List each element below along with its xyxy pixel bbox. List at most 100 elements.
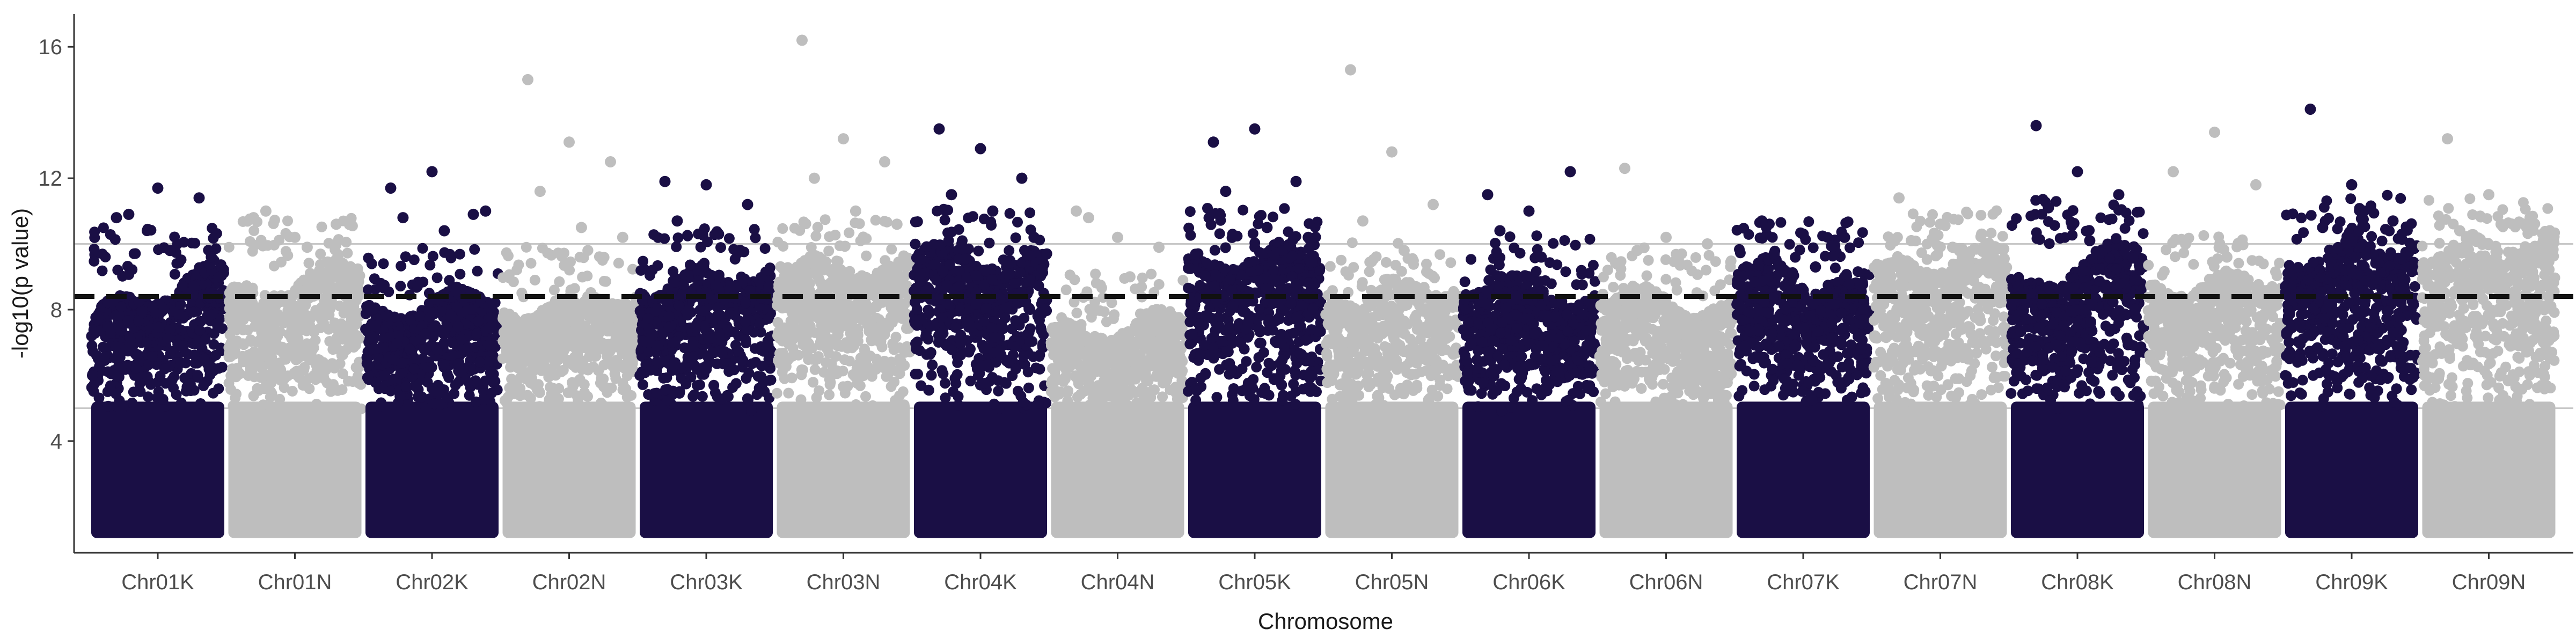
point: [277, 347, 289, 358]
point: [890, 283, 902, 294]
point: [693, 228, 704, 239]
point: [793, 349, 804, 361]
point: [763, 281, 774, 292]
point: [454, 248, 465, 260]
point: [946, 344, 957, 355]
point: [164, 324, 175, 335]
point: [552, 328, 563, 339]
point: [1046, 324, 1057, 335]
point: [1155, 354, 1167, 365]
point: [867, 400, 879, 411]
point: [599, 297, 611, 309]
point: [754, 317, 765, 328]
point: [927, 359, 938, 370]
point: [915, 268, 926, 279]
point: [861, 272, 872, 283]
point: [728, 244, 740, 255]
point: [910, 369, 921, 380]
point: [777, 223, 788, 234]
point: [455, 268, 466, 280]
point: [207, 223, 218, 234]
point: [145, 379, 156, 390]
point: [387, 354, 398, 365]
point: [838, 278, 849, 289]
point: [192, 370, 203, 381]
point: [637, 335, 648, 347]
point: [158, 304, 170, 315]
point: [880, 255, 891, 266]
point: [618, 383, 629, 394]
point: [1141, 360, 1152, 371]
point: [746, 405, 757, 416]
top-hit-point: [534, 186, 546, 197]
point: [957, 235, 968, 246]
point: [716, 348, 728, 359]
point: [610, 373, 621, 384]
point: [1117, 347, 1128, 358]
point: [1154, 327, 1165, 338]
top-hit-point: [564, 136, 575, 148]
point: [756, 371, 767, 382]
point: [89, 255, 100, 267]
point: [963, 213, 974, 224]
point: [733, 331, 744, 342]
point: [503, 250, 514, 261]
point: [740, 316, 751, 327]
point: [978, 316, 990, 327]
point: [235, 368, 246, 379]
point: [713, 282, 724, 293]
point: [329, 317, 340, 328]
point: [802, 327, 814, 338]
top-hit-point: [605, 156, 616, 167]
point: [1108, 389, 1119, 400]
point: [1300, 335, 1312, 346]
point: [1143, 375, 1154, 386]
point: [973, 245, 984, 257]
point: [208, 387, 219, 399]
point: [429, 398, 440, 409]
point: [274, 393, 286, 405]
point: [470, 396, 481, 407]
point: [818, 402, 830, 414]
point: [1073, 378, 1084, 390]
point: [1062, 387, 1073, 398]
point: [485, 312, 496, 323]
point: [105, 229, 116, 240]
point: [604, 347, 615, 358]
point: [1306, 382, 1317, 393]
point: [1000, 302, 1012, 313]
point: [157, 393, 169, 405]
point: [844, 227, 855, 238]
point: [450, 286, 462, 297]
point: [513, 333, 524, 344]
point: [577, 272, 588, 283]
point: [831, 365, 843, 376]
point: [584, 303, 595, 314]
point: [408, 254, 420, 266]
point: [778, 240, 789, 252]
point: [876, 341, 888, 353]
dense-points-Chr02N: [502, 401, 636, 538]
point: [940, 392, 951, 404]
point: [167, 305, 178, 317]
point: [501, 397, 513, 408]
point: [294, 372, 305, 383]
point: [275, 364, 287, 376]
point: [638, 255, 649, 267]
point: [914, 345, 925, 356]
point: [363, 360, 375, 371]
point: [701, 364, 712, 375]
point: [955, 303, 966, 314]
point: [890, 302, 902, 313]
point: [749, 224, 760, 235]
point: [248, 390, 259, 401]
point: [953, 391, 964, 402]
point: [939, 215, 950, 225]
point: [699, 305, 710, 317]
point: [595, 397, 606, 408]
point: [1272, 374, 1284, 385]
point: [763, 354, 774, 365]
point: [825, 302, 836, 313]
point: [598, 252, 610, 263]
point: [601, 325, 612, 336]
